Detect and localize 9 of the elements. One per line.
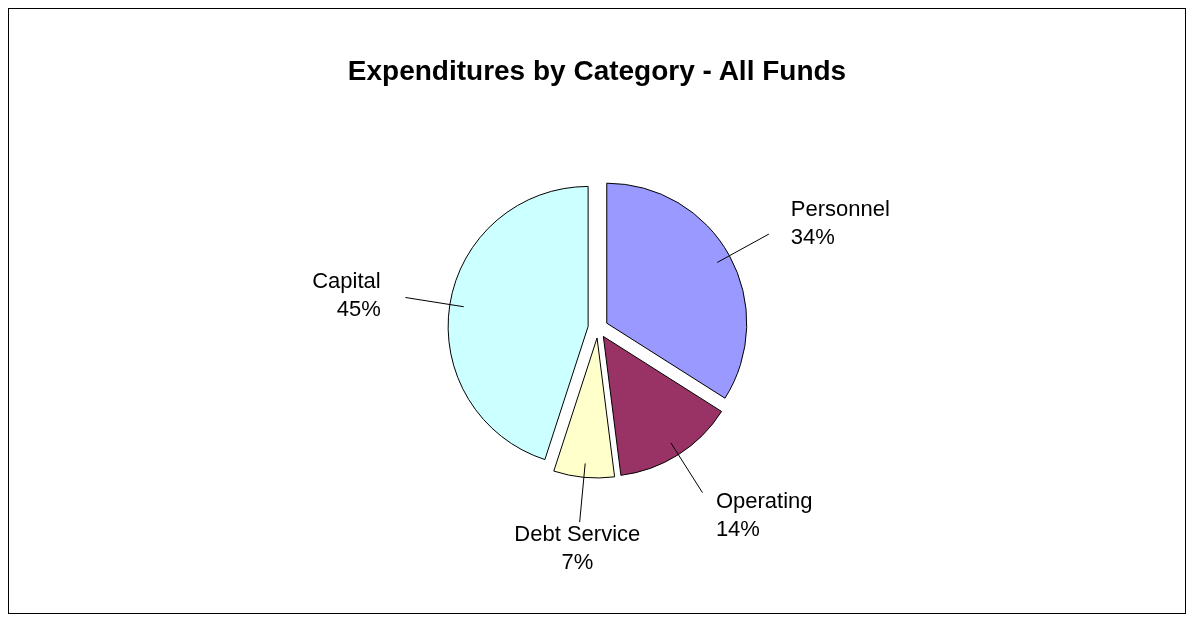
slice-label: Operating xyxy=(715,487,813,513)
slice-label: Personnel xyxy=(790,196,890,222)
chart-title: Expenditures by Category - All Funds xyxy=(347,55,847,86)
data-label: 7% xyxy=(561,549,594,575)
data-label: 34% xyxy=(790,224,835,250)
slice-label: Debt Service xyxy=(514,521,641,547)
data-label: 45% xyxy=(336,295,381,321)
slice-label: Capital xyxy=(312,267,381,293)
data-label: 14% xyxy=(715,515,760,541)
